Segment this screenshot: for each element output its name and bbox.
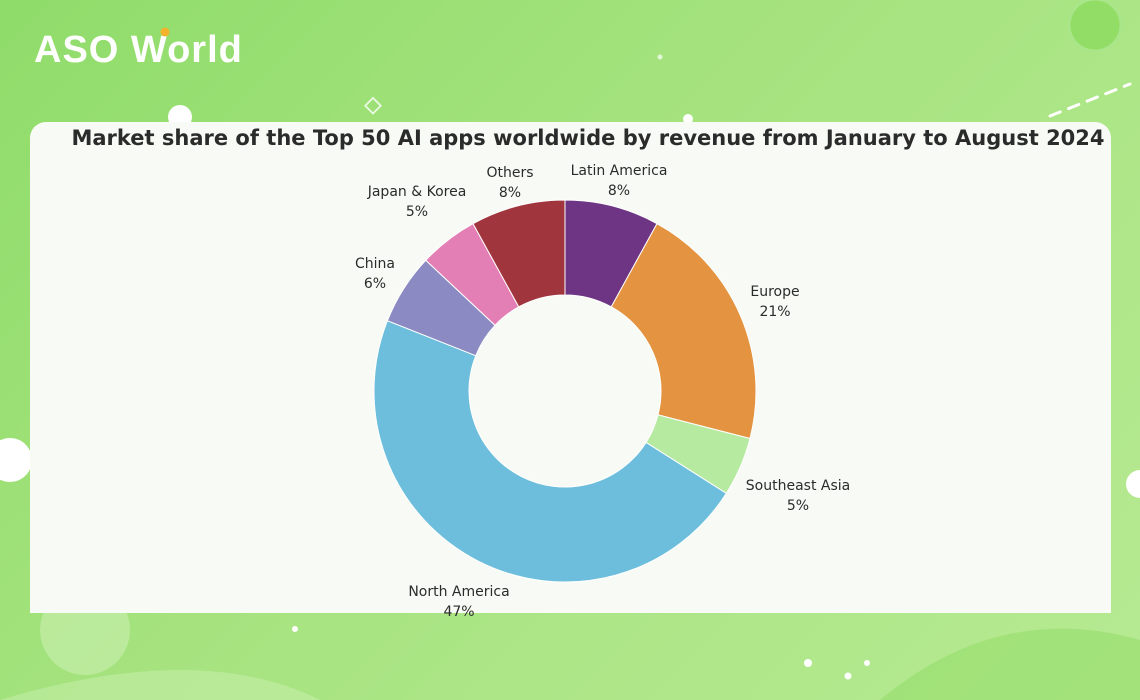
brand-logo: ASO World	[34, 26, 264, 70]
decorative-dot	[683, 114, 693, 124]
svg-text:ASO World: ASO World	[34, 29, 243, 70]
slice-label: Latin America	[571, 163, 668, 179]
decorative-bubble	[1126, 470, 1140, 498]
decorative-dot	[292, 626, 298, 632]
decorative-diamond	[363, 96, 383, 115]
slice-value-label: 6%	[364, 276, 386, 292]
slice-value-label: 21%	[759, 304, 790, 320]
slice-value-label: 47%	[443, 604, 474, 620]
decorative-ring	[1067, 0, 1123, 53]
decorative-wave	[0, 670, 320, 700]
slice-label: Southeast Asia	[746, 478, 850, 494]
decorative-dot	[804, 659, 812, 667]
slice-value-label: 5%	[406, 204, 428, 220]
slice-label: Europe	[750, 284, 799, 300]
slice-value-label: 5%	[787, 498, 809, 514]
slice-label: Others	[486, 165, 533, 181]
decorative-wave	[880, 628, 1140, 700]
decorative-dashes	[1048, 82, 1132, 118]
donut-slice-europe	[610, 222, 757, 440]
slice-value-label: 8%	[608, 183, 630, 199]
decorative-dot	[864, 660, 870, 666]
decorative-dot	[844, 672, 852, 680]
decorative-bubble	[1069, 0, 1121, 51]
slice-value-label: 8%	[499, 185, 521, 201]
aso-world-logo-mark: ASO World	[34, 27, 243, 70]
slice-label: North America	[408, 584, 509, 600]
slice-label: China	[355, 256, 395, 272]
slice-label: Japan & Korea	[367, 184, 467, 200]
donut-slice-others	[472, 199, 566, 308]
decorative-dot	[657, 54, 663, 60]
donut-slice-north-america	[373, 320, 727, 583]
chart-title: Market share of the Top 50 AI apps world…	[71, 126, 1105, 150]
decorative-bubble	[0, 438, 32, 482]
